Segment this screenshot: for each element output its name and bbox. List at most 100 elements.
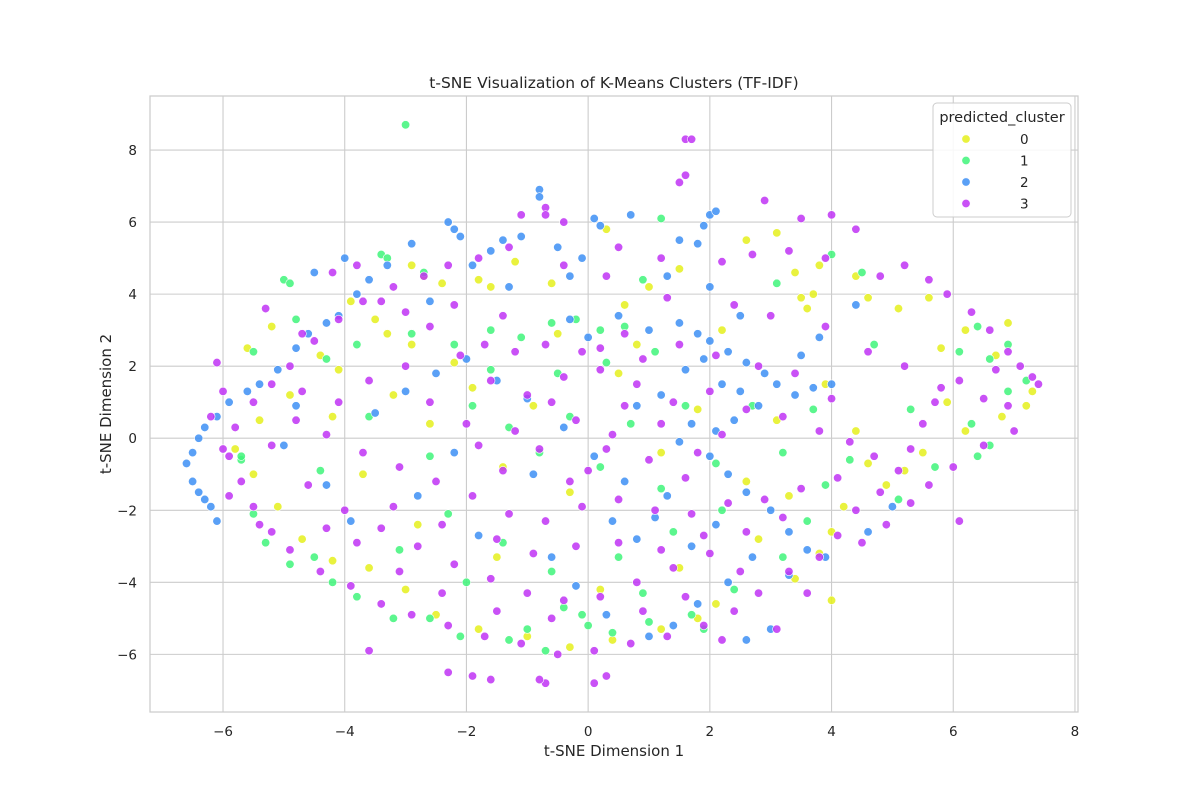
scatter-point-cluster-1 [601,358,611,368]
scatter-point-cluster-3 [498,311,508,321]
scatter-point-cluster-1 [802,516,812,526]
scatter-point-cluster-0 [364,563,374,573]
scatter-point-cluster-3 [212,358,222,368]
scatter-point-cluster-3 [1003,401,1013,411]
scatter-point-cluster-3 [218,444,228,454]
x-tick-label: 4 [827,724,836,740]
scatter-point-cluster-3 [918,419,928,429]
scatter-point-cluster-2 [413,491,423,501]
scatter-point-cluster-3 [291,415,301,425]
scatter-point-cluster-2 [553,242,563,252]
scatter-point-cluster-1 [638,588,648,598]
scatter-point-cluster-2 [662,491,672,501]
scatter-point-cluster-1 [547,567,557,577]
scatter-point-cluster-0 [230,444,240,454]
scatter-point-cluster-3 [394,567,404,577]
scatter-point-cluster-3 [717,257,727,267]
scatter-point-cluster-3 [218,386,228,396]
x-tick-label: 2 [706,724,715,740]
scatter-point-cluster-2 [674,235,684,245]
scatter-point-cluster-3 [425,322,435,332]
scatter-point-cluster-3 [662,293,672,303]
scatter-point-cluster-3 [595,592,605,602]
scatter-point-cluster-1 [285,559,295,569]
scatter-point-cluster-2 [291,401,301,411]
y-tick-label: −6 [117,647,137,663]
scatter-point-cluster-3 [820,322,830,332]
scatter-point-cluster-3 [285,361,295,371]
scatter-point-cluster-3 [443,260,453,270]
scatter-point-cluster-2 [656,390,666,400]
scatter-point-cluster-2 [601,610,611,620]
scatter-point-cluster-3 [449,300,459,310]
scatter-point-cluster-2 [401,386,411,396]
scatter-point-cluster-3 [967,307,977,317]
scatter-point-cluster-3 [662,631,672,641]
scatter-point-cluster-1 [906,404,916,414]
scatter-point-cluster-1 [985,354,995,364]
scatter-point-cluster-2 [474,530,484,540]
scatter-point-cluster-3 [723,498,733,508]
scatter-point-cluster-2 [784,527,794,537]
scatter-point-cluster-3 [936,383,946,393]
scatter-point-cluster-3 [437,588,447,598]
scatter-point-cluster-3 [699,530,709,540]
scatter-point-cluster-3 [948,462,958,472]
scatter-point-cluster-3 [796,484,806,494]
scatter-point-cluster-3 [255,520,265,530]
scatter-point-cluster-1 [973,322,983,332]
scatter-point-cluster-3 [656,419,666,429]
scatter-point-cluster-0 [510,257,520,267]
scatter-point-cluster-1 [541,646,551,656]
scatter-point-cluster-1 [644,617,654,627]
scatter-point-cluster-3 [571,415,581,425]
scatter-point-cluster-0 [413,520,423,530]
scatter-point-cluster-3 [510,347,520,357]
scatter-point-cluster-3 [565,476,575,486]
scatter-point-cluster-0 [346,296,356,306]
scatter-point-cluster-3 [328,268,338,278]
scatter-point-cluster-3 [626,639,636,649]
scatter-point-cluster-1 [893,494,903,504]
scatter-point-cluster-3 [443,667,453,677]
scatter-point-cluster-2 [468,260,478,270]
scatter-point-cluster-3 [833,530,843,540]
scatter-point-cluster-1 [455,631,465,641]
scatter-point-cluster-3 [772,624,782,634]
scatter-point-cluster-2 [687,419,697,429]
scatter-point-cluster-3 [425,397,435,407]
scatter-point-cluster-0 [942,397,952,407]
scatter-point-cluster-2 [443,217,453,227]
scatter-point-cluster-3 [668,563,678,573]
scatter-point-cluster-0 [528,401,538,411]
legend-label-0: 0 [1020,132,1029,148]
scatter-point-cluster-0 [960,426,970,436]
scatter-point-cluster-3 [346,581,356,591]
scatter-point-cluster-3 [486,376,496,386]
scatter-point-cluster-3 [340,505,350,515]
scatter-point-cluster-0 [997,412,1007,422]
scatter-point-cluster-3 [516,639,526,649]
scatter-point-cluster-3 [1003,347,1013,357]
scatter-point-cluster-2 [565,271,575,281]
scatter-point-cluster-1 [321,354,331,364]
scatter-point-cluster-2 [723,347,733,357]
scatter-point-cluster-2 [571,581,581,591]
scatter-point-cluster-3 [577,347,587,357]
scatter-point-cluster-1 [650,347,660,357]
scatter-point-cluster-1 [468,401,478,411]
scatter-point-cluster-3 [705,386,715,396]
scatter-point-cluster-3 [510,426,520,436]
scatter-point-cluster-1 [857,268,867,278]
scatter-point-cluster-2 [194,433,204,443]
scatter-point-cluster-0 [918,448,928,458]
scatter-point-cluster-0 [881,480,891,490]
scatter-point-cluster-2 [632,534,642,544]
scatter-point-cluster-3 [468,491,478,501]
scatter-point-cluster-3 [857,538,867,548]
scatter-point-cluster-3 [979,394,989,404]
scatter-point-cluster-0 [936,343,946,353]
scatter-point-cluster-1 [504,635,514,645]
scatter-point-cluster-3 [741,404,751,414]
scatter-point-cluster-3 [455,350,465,360]
